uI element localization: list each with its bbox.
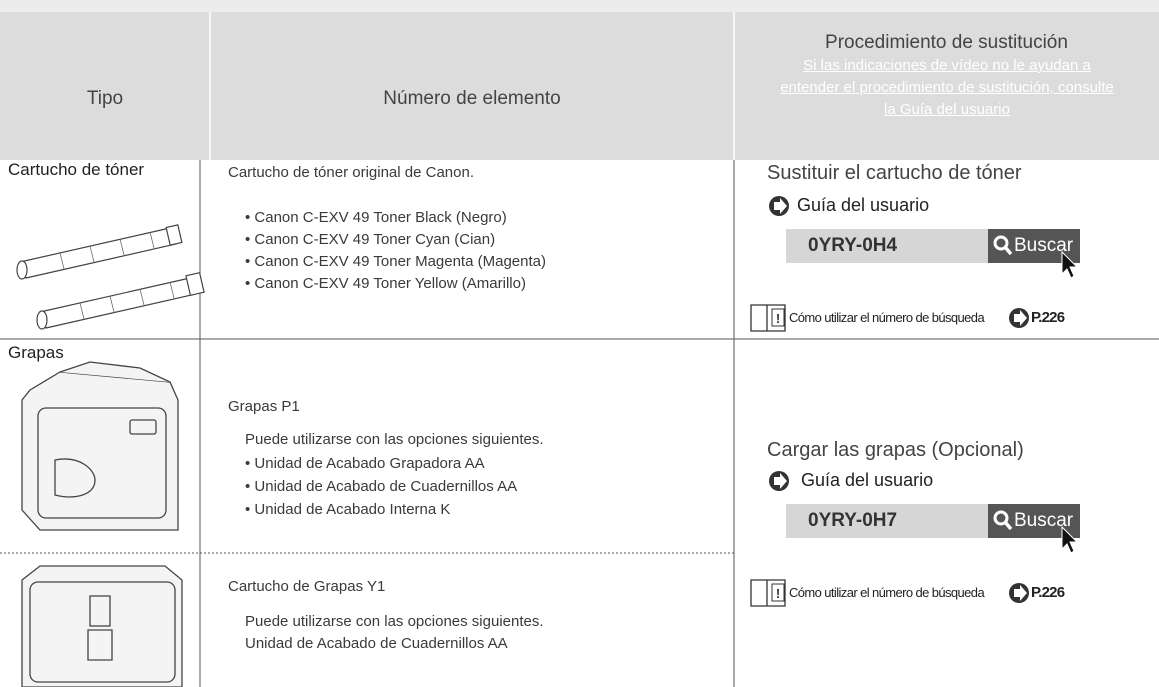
top-band	[0, 0, 1159, 12]
item-line: • Canon C-EXV 49 Toner Black (Negro)	[245, 209, 507, 226]
howto-text: Cómo utilizar el número de búsqueda	[789, 310, 985, 325]
item-title: Cartucho de tóner original de Canon.	[228, 164, 474, 181]
header-number: Número de elemento	[383, 88, 561, 109]
search-button[interactable]: Buscar	[1014, 510, 1074, 531]
svg-text:!: !	[776, 586, 780, 601]
guide-link[interactable]: Guía del usuario	[801, 470, 934, 490]
item-title: Grapas P1	[228, 398, 300, 415]
header-type: Tipo	[86, 88, 124, 109]
row-type: Grapas	[8, 343, 64, 362]
item-line: Unidad de Acabado de Cuadernillos AA	[245, 635, 508, 652]
header-note: Si las indicaciones de vídeo no le ayuda…	[780, 57, 1114, 118]
item-line: • Canon C-EXV 49 Toner Cyan (Cian)	[245, 231, 496, 248]
search-code: 0YRY-0H4	[808, 235, 898, 256]
svg-text:!: !	[776, 311, 780, 326]
item-line: Puede utilizarse con las opciones siguie…	[245, 613, 544, 630]
item-title: Cartucho de Grapas Y1	[228, 578, 386, 595]
guide-link[interactable]: Guía del usuario	[797, 195, 930, 215]
table-header	[0, 12, 1159, 160]
item-line: • Unidad de Acabado de Cuadernillos AA	[245, 478, 518, 495]
search-code: 0YRY-0H7	[808, 510, 898, 531]
page-ref[interactable]: P.226	[1031, 309, 1065, 326]
row-type: Cartucho de tóner	[8, 160, 145, 179]
page-ref[interactable]: P.226	[1031, 584, 1065, 601]
procedure-title: Cargar las grapas (Opcional)	[767, 439, 1024, 461]
header-procedure: Procedimiento de sustitución	[825, 32, 1068, 53]
howto-text: Cómo utilizar el número de búsqueda	[789, 585, 985, 600]
item-line: • Unidad de Acabado Interna K	[245, 501, 451, 518]
item-line: • Canon C-EXV 49 Toner Magenta (Magenta)	[245, 253, 546, 270]
item-line: • Canon C-EXV 49 Toner Yellow (Amarillo)	[245, 275, 526, 292]
item-line: Puede utilizarse con las opciones siguie…	[245, 431, 544, 448]
search-button[interactable]: Buscar	[1014, 235, 1074, 256]
item-line: • Unidad de Acabado Grapadora AA	[245, 455, 485, 472]
procedure-title: Sustituir el cartucho de tóner	[767, 162, 1022, 184]
